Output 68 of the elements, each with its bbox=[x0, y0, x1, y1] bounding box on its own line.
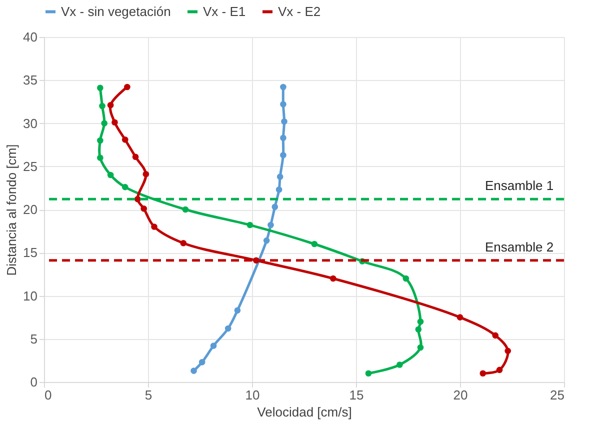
legend-label: Vx - E2 bbox=[278, 4, 321, 19]
y-tick-label: 0 bbox=[30, 374, 38, 390]
point bbox=[198, 359, 206, 366]
y-tick-label: 5 bbox=[30, 331, 38, 346]
point bbox=[101, 120, 108, 126]
point bbox=[112, 119, 118, 126]
point bbox=[417, 344, 424, 351]
x-tick-label: 15 bbox=[349, 388, 364, 402]
point bbox=[415, 326, 422, 333]
x-tick-label: 10 bbox=[245, 388, 260, 402]
point bbox=[280, 134, 286, 142]
point bbox=[97, 154, 104, 161]
point bbox=[280, 152, 286, 158]
point bbox=[496, 366, 503, 374]
point bbox=[504, 348, 511, 354]
point bbox=[365, 370, 372, 377]
point bbox=[246, 222, 254, 228]
point bbox=[97, 84, 104, 92]
point bbox=[182, 206, 189, 213]
point bbox=[210, 342, 217, 349]
point bbox=[224, 325, 232, 332]
point bbox=[417, 318, 424, 325]
point bbox=[151, 224, 158, 230]
ref-line-label: Ensamble 1 bbox=[484, 178, 554, 194]
ref-line-label: Ensamble 2 bbox=[484, 239, 554, 254]
point bbox=[142, 170, 150, 178]
point bbox=[234, 307, 241, 314]
point bbox=[311, 240, 318, 248]
x-tick-label: 5 bbox=[144, 388, 152, 402]
y-tick-label: 30 bbox=[23, 116, 38, 131]
point bbox=[280, 101, 286, 108]
point bbox=[122, 136, 128, 143]
point bbox=[480, 370, 486, 377]
point bbox=[263, 237, 270, 244]
point bbox=[268, 222, 274, 228]
y-tick-label: 10 bbox=[23, 288, 38, 304]
point bbox=[122, 184, 128, 190]
point bbox=[124, 84, 130, 90]
point bbox=[190, 368, 197, 374]
point bbox=[396, 362, 403, 368]
point bbox=[280, 84, 286, 90]
x-tick-label: 25 bbox=[550, 388, 564, 402]
point bbox=[456, 314, 464, 320]
y-tick-label: 35 bbox=[23, 72, 38, 88]
point bbox=[276, 186, 282, 193]
x-axis-title: Velocidad [cm/s] bbox=[257, 404, 352, 420]
point bbox=[140, 205, 147, 212]
legend-label: Vx - E1 bbox=[203, 4, 246, 19]
point bbox=[107, 172, 114, 178]
point bbox=[276, 174, 284, 180]
point bbox=[132, 154, 139, 160]
point bbox=[402, 275, 410, 282]
point bbox=[99, 102, 106, 110]
y-tick-label: 15 bbox=[23, 245, 38, 260]
y-tick-label: 25 bbox=[23, 158, 38, 174]
y-axis-title: Distancia al fondo [cm] bbox=[4, 144, 20, 276]
y-tick-label: 20 bbox=[23, 202, 38, 217]
point bbox=[281, 118, 288, 125]
legend-label: Vx - sin vegetación bbox=[61, 4, 171, 19]
point bbox=[330, 275, 336, 282]
point bbox=[97, 137, 104, 144]
x-tick-label: 0 bbox=[44, 388, 52, 402]
point bbox=[180, 240, 187, 246]
point bbox=[272, 204, 278, 210]
x-tick-label: 20 bbox=[453, 388, 468, 402]
y-tick-label: 40 bbox=[23, 30, 38, 44]
point bbox=[107, 102, 114, 108]
point bbox=[492, 332, 499, 339]
